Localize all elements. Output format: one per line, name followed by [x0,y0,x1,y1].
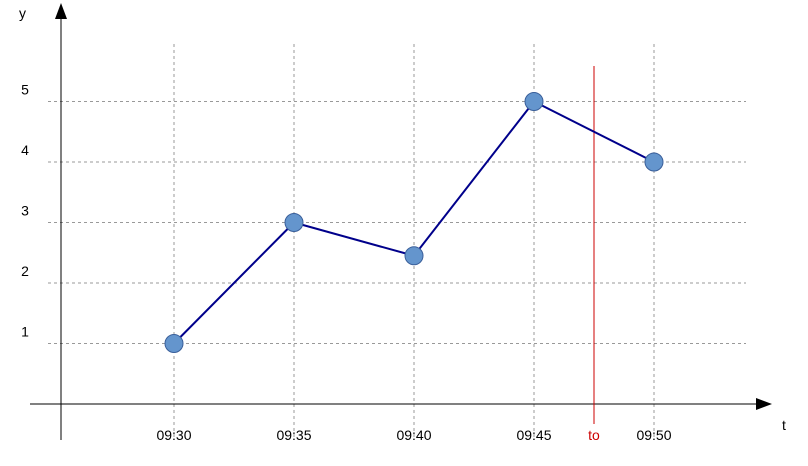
y-tick-label: 3 [21,203,29,219]
data-point [284,213,304,232]
y-tick-label: 2 [21,263,29,279]
x-tick-label: 09:45 [516,427,551,443]
axes: y t [19,3,786,440]
reference-marker: to [588,66,600,443]
y-tick-label: 1 [21,324,29,340]
y-tick-label: 4 [21,142,29,158]
x-tick-label: 09:40 [396,427,431,443]
y-axis-label: y [19,5,26,21]
x-tick-label: 09:50 [636,427,671,443]
data-point [644,152,664,172]
data-point [404,246,424,266]
x-tick-label: 09:35 [276,427,311,443]
x-axis-label: t [782,417,786,433]
x-tick-label: 09:30 [156,427,191,443]
grid-lines [48,44,746,438]
data-point [164,334,184,353]
x-axis-arrow [756,398,772,410]
tick-labels: 09:30 09:35 09:40 09:45 09:50 1 2 3 4 5 [21,82,672,444]
y-tick-label: 5 [21,82,29,98]
y-axis-arrow [55,3,67,19]
data-point [524,92,544,111]
marker-label: to [588,427,600,443]
data-series [164,92,664,353]
